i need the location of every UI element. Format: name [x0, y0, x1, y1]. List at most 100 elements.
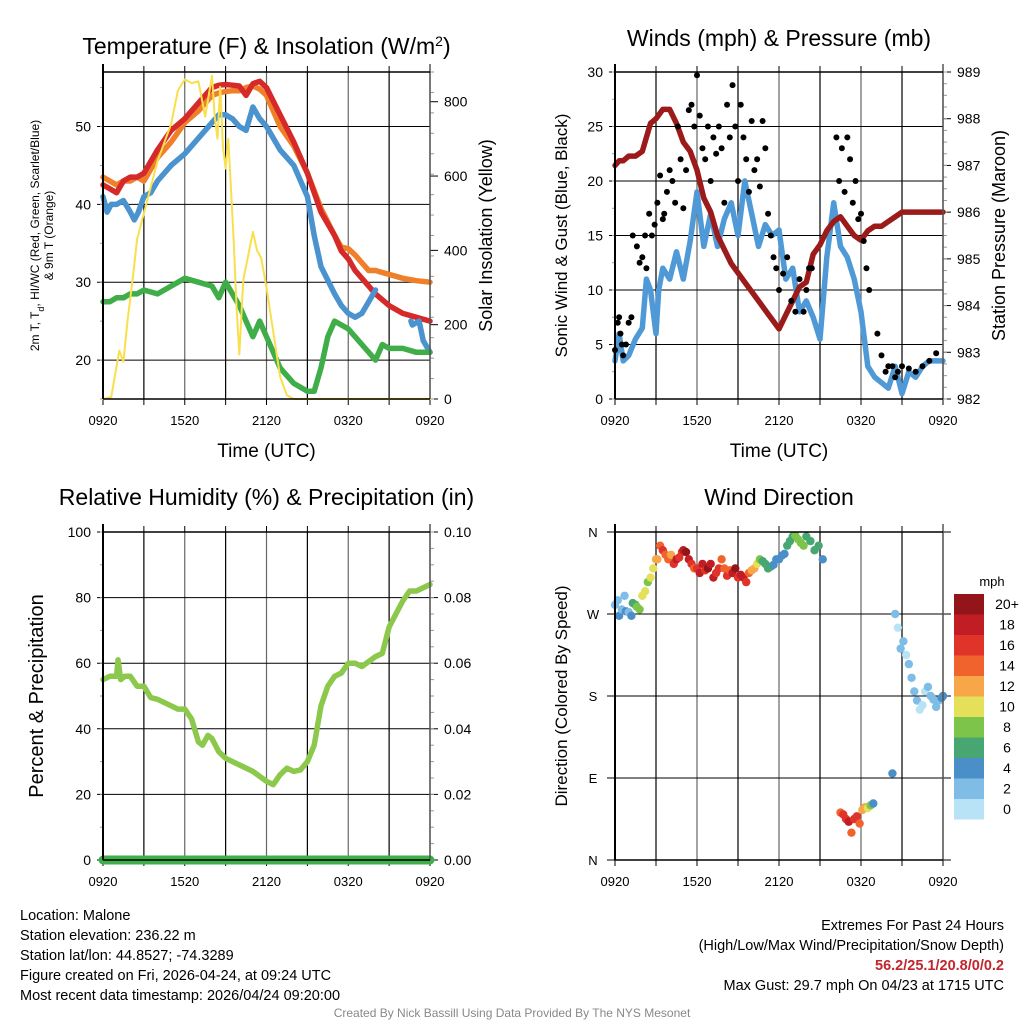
gust-point — [899, 363, 905, 370]
wind-dir-point — [818, 555, 827, 564]
wind-dir-point — [847, 828, 856, 837]
y-tick-label: 5 — [595, 337, 603, 353]
gust-point — [735, 178, 741, 184]
chart-title: Relative Humidity (%) & Precipitation (i… — [59, 484, 474, 510]
max-gust-text: Max Gust: 29.7 mph On 04/23 at 1715 UTC — [723, 978, 1004, 994]
gust-point — [651, 221, 658, 228]
wind-dir-point — [907, 673, 916, 682]
series-line-scarlet-blue-hi-wc- — [100, 104, 379, 321]
y2-tick-label: 0.10 — [444, 524, 471, 540]
y2-tick-label: 400 — [444, 242, 468, 258]
wind-dir-point — [620, 591, 629, 600]
latlon-text: Station lat/lon: 44.8527; -74.3289 — [20, 948, 234, 964]
gust-point — [878, 352, 885, 359]
gust-point — [863, 265, 870, 272]
gust-point — [933, 350, 940, 357]
gust-point — [743, 156, 750, 163]
wind-dir-point — [855, 819, 864, 828]
gust-point — [674, 123, 681, 130]
x-tick-label: 0920 — [416, 413, 445, 428]
gust-point — [625, 319, 632, 326]
x-tick-label: 0920 — [601, 413, 630, 428]
colorbar-swatch — [954, 676, 984, 697]
wind-dir-point — [869, 799, 878, 808]
gust-point — [617, 330, 624, 337]
gust-point — [858, 210, 864, 217]
y-tick-label: 20 — [587, 173, 603, 189]
chart-rh: Relative Humidity (%) & Precipitation (i… — [26, 484, 474, 889]
gust-point — [792, 308, 799, 315]
wind-dir-point — [731, 564, 740, 573]
y-tick-label: 0 — [83, 852, 91, 868]
gust-point — [855, 216, 862, 223]
gust-point — [694, 72, 700, 79]
wind-dir-point — [681, 547, 691, 557]
y-tick-label: 30 — [75, 274, 91, 290]
gust-point — [688, 101, 695, 108]
x-tick-label: 0320 — [334, 874, 363, 889]
y2-tick-label: 0.04 — [444, 721, 471, 737]
y2-tick-label: 985 — [957, 251, 981, 267]
y-label-subscript: d — [36, 307, 46, 312]
series-line-td — [100, 275, 433, 394]
recent-timestamp-text: Most recent data timestamp: 2026/04/24 0… — [20, 988, 341, 1004]
y-tick-label: N — [588, 525, 597, 540]
colorbar-swatch — [954, 594, 984, 615]
y-tick-label: 40 — [75, 196, 91, 212]
colorbar-label: 6 — [1003, 740, 1011, 756]
gust-point — [685, 107, 692, 114]
colorbar-title: mph — [979, 574, 1004, 589]
colorbar-label: 0 — [1003, 801, 1011, 817]
location-text: Location: Malone — [20, 908, 131, 924]
wind-dir-point — [901, 650, 911, 660]
gust-point — [773, 265, 780, 272]
gust-point — [628, 314, 635, 321]
y-axis-label: Sonic Wind & Gust (Blue, Black) — [552, 114, 571, 358]
y-axis-label: 2m T, Td, HI/WC (Red, Green, Scarlet/Blu… — [28, 120, 46, 351]
y-tick-label: 30 — [587, 64, 603, 80]
gust-point — [836, 178, 843, 184]
x-axis-label: Time (UTC) — [730, 441, 829, 462]
gust-point — [770, 254, 777, 261]
y-tick-label: 100 — [68, 524, 92, 540]
extremes-subtitle: (High/Low/Max Wind/Precipitation/Snow De… — [698, 938, 1004, 954]
gust-point — [680, 205, 687, 212]
x-tick-label: 2120 — [765, 874, 794, 889]
colorbar-swatch — [954, 758, 984, 779]
figure-created-text: Figure created on Fri, 2026-04-24, at 09… — [20, 968, 332, 984]
gust-point — [892, 374, 899, 381]
gust-point — [940, 0, 946, 3]
colorbar-label: 14 — [999, 658, 1015, 674]
y-tick-label: 25 — [587, 119, 603, 135]
gust-point — [710, 134, 717, 141]
gust-point — [646, 210, 653, 217]
colorbar-label: 8 — [1003, 719, 1011, 735]
gust-point — [715, 123, 722, 130]
elevation-text: Station elevation: 236.22 m — [20, 928, 196, 944]
y-tick-label: 80 — [75, 590, 91, 606]
gust-point — [737, 101, 744, 108]
gust-point — [833, 134, 840, 141]
y2-tick-label: 0 — [444, 391, 452, 407]
x-tick-label: 0920 — [601, 874, 630, 889]
x-tick-label: 0920 — [416, 874, 445, 889]
gust-point — [622, 341, 629, 348]
gust-point — [780, 270, 787, 277]
y2-tick-label: 984 — [957, 298, 981, 314]
wind-dir-point — [890, 609, 900, 619]
gust-point — [614, 319, 621, 326]
wind-dir-point — [799, 541, 808, 550]
colorbar-swatch — [954, 717, 984, 738]
y2-tick-label: 600 — [444, 168, 468, 184]
gust-point — [654, 199, 661, 206]
gust-point — [767, 232, 774, 239]
extremes-values: 56.2/25.1/20.8/0/0.2 — [875, 958, 1004, 974]
gust-point — [852, 178, 859, 184]
gust-point — [702, 156, 709, 163]
gust-point — [919, 363, 926, 370]
chart-temp: Temperature (F) & Insolation (W/m2) 0920 1… — [28, 33, 496, 462]
x-tick-label: 0920 — [929, 413, 958, 428]
credit-text: Created By Nick Bassill Using Data Provi… — [333, 1006, 691, 1020]
gust-point — [691, 123, 698, 130]
gust-point — [672, 199, 679, 206]
